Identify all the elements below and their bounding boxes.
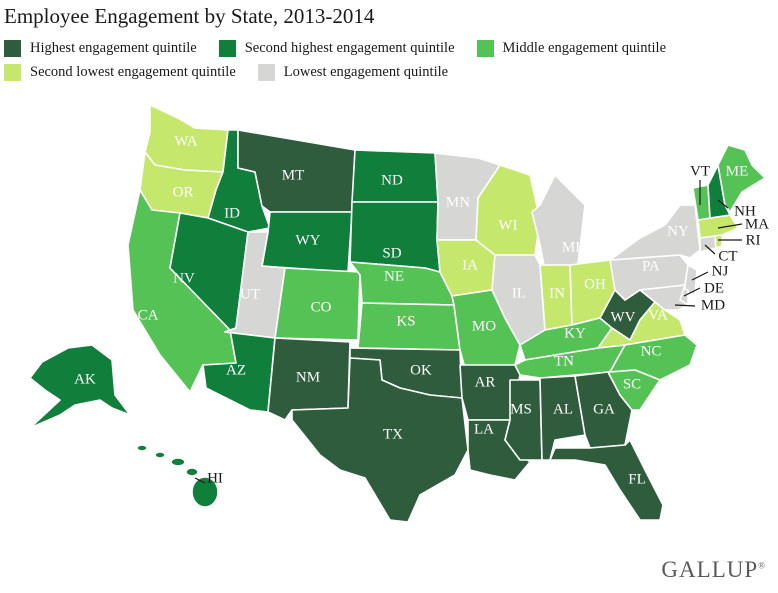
label-RI: RI <box>746 232 761 248</box>
legend-swatch-q5 <box>257 63 275 81</box>
label-HI: HI <box>207 470 223 486</box>
label-AK: AK <box>74 371 96 387</box>
map-title: Employee Engagement by State, 2013-2014 <box>4 4 375 28</box>
leader-ct <box>704 244 716 255</box>
leader-de <box>683 287 701 297</box>
legend-label-q5: Lowest engagement quintile <box>283 63 449 80</box>
state-RI[interactable] <box>714 234 723 249</box>
state-TX[interactable] <box>291 357 469 523</box>
label-MS: MS <box>510 401 532 417</box>
label-TN: TN <box>554 353 574 369</box>
hi-island-4 <box>185 467 199 477</box>
leader-ma <box>717 223 743 229</box>
label-SD: SD <box>382 245 401 261</box>
label-NE: NE <box>384 268 404 284</box>
legend-swatch-q3 <box>476 39 494 57</box>
label-CO: CO <box>311 299 332 315</box>
label-NY: NY <box>667 223 689 239</box>
label-OR: OR <box>173 184 194 200</box>
state-SC[interactable] <box>607 369 661 411</box>
label-WY: WY <box>296 232 321 248</box>
label-NJ: NJ <box>712 263 729 279</box>
label-WA: WA <box>174 133 197 149</box>
hi-island-2 <box>154 451 166 459</box>
label-AZ: AZ <box>226 362 246 378</box>
legend-swatch-q4 <box>4 63 21 81</box>
legend-item-q1: Highest engagement quintile <box>4 39 197 57</box>
legend-label-q1: Highest engagement quintile <box>30 39 197 56</box>
label-LA: LA <box>474 421 494 437</box>
registered-mark: ® <box>758 560 766 571</box>
gallup-logo: GALLUP® <box>661 557 766 583</box>
label-IL: IL <box>512 285 526 301</box>
legend: Highest engagement quintile Second highe… <box>4 36 774 84</box>
state-MS[interactable] <box>504 379 543 461</box>
hi-island-5 <box>191 476 219 508</box>
legend-label-q2: Second highest engagement quintile <box>244 39 455 56</box>
legend-row-1: Highest engagement quintile Second highe… <box>4 36 774 60</box>
hi-island-1 <box>136 444 148 452</box>
state-MD[interactable] <box>639 284 689 311</box>
label-ME: ME <box>726 163 749 179</box>
legend-label-q4: Second lowest engagement quintile <box>30 63 236 80</box>
label-UT: UT <box>240 286 260 302</box>
label-KS: KS <box>396 313 415 329</box>
state-HI[interactable] <box>136 444 219 508</box>
label-NV: NV <box>173 270 195 286</box>
legend-swatch-q2 <box>218 39 236 57</box>
state-SD[interactable] <box>349 201 441 273</box>
label-MT: MT <box>282 167 305 183</box>
leader-nh <box>717 199 729 209</box>
label-MA: MA <box>745 216 769 232</box>
leader-nj <box>691 271 709 281</box>
label-OK: OK <box>410 362 432 378</box>
label-MI: MI <box>562 239 580 255</box>
label-MD: MD <box>701 297 725 313</box>
label-WI: WI <box>498 217 517 233</box>
legend-row-2: Second lowest engagement quintile Lowest… <box>4 60 774 84</box>
label-CT: CT <box>718 248 737 264</box>
legend-item-q5: Lowest engagement quintile <box>257 63 449 81</box>
leader-md <box>674 304 696 307</box>
label-PA: PA <box>642 258 660 274</box>
label-MO: MO <box>472 318 496 334</box>
label-KY: KY <box>564 325 586 341</box>
label-AR: AR <box>475 374 496 390</box>
label-FL: FL <box>628 471 646 487</box>
label-CA: CA <box>138 307 159 323</box>
legend-label-q3: Middle engagement quintile <box>502 39 667 56</box>
label-GA: GA <box>593 401 615 417</box>
label-NC: NC <box>641 343 662 359</box>
leader-hi <box>194 477 206 484</box>
label-ID: ID <box>224 205 240 221</box>
label-SC: SC <box>623 376 641 392</box>
label-ND: ND <box>381 172 403 188</box>
label-TX: TX <box>383 426 403 442</box>
label-IA: IA <box>462 257 478 273</box>
legend-item-q4: Second lowest engagement quintile <box>4 63 236 81</box>
label-MN: MN <box>446 194 470 210</box>
label-OH: OH <box>584 276 606 292</box>
label-WV: WV <box>611 309 636 325</box>
state-FL[interactable] <box>549 439 664 521</box>
state-MI[interactable] <box>531 174 586 271</box>
label-VA: VA <box>648 307 668 323</box>
hi-island-3 <box>170 457 186 467</box>
label-NH: NH <box>734 203 756 219</box>
label-IN: IN <box>549 285 565 301</box>
label-DE: DE <box>704 280 724 296</box>
label-VT: VT <box>690 163 710 179</box>
logo-text: GALLUP <box>661 557 759 582</box>
legend-swatch-q1 <box>4 39 21 57</box>
label-AL: AL <box>553 401 573 417</box>
legend-item-q3: Middle engagement quintile <box>476 39 667 57</box>
legend-item-q2: Second highest engagement quintile <box>218 39 455 57</box>
label-NM: NM <box>296 369 320 385</box>
state-AK[interactable] <box>29 344 131 429</box>
